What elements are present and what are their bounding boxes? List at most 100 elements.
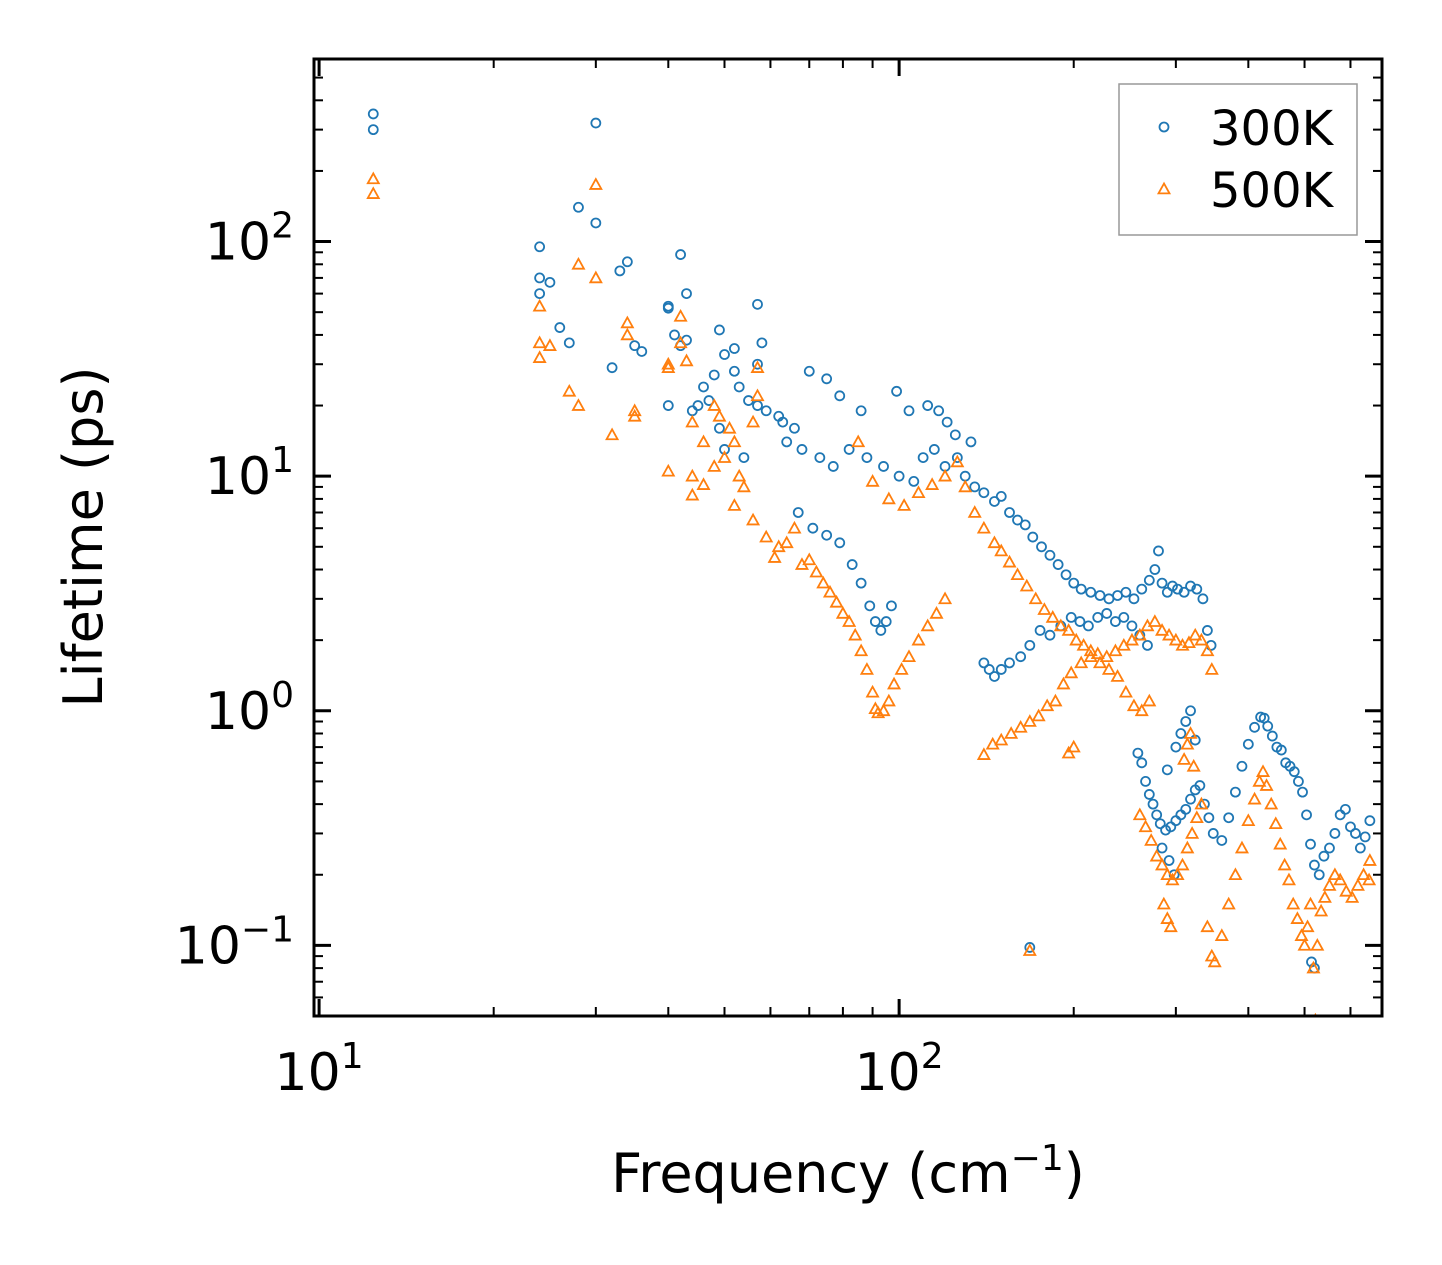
data-point (1163, 855, 1175, 866)
data-point (620, 327, 635, 341)
data-point (821, 373, 833, 385)
data-point (1138, 819, 1153, 833)
data-point (903, 405, 915, 417)
data-point (875, 625, 887, 636)
y-tick-label: 100 (205, 675, 294, 742)
y-tick-label-exponent: 1 (271, 440, 294, 481)
data-point (816, 575, 831, 589)
data-point (835, 606, 850, 619)
data-point (728, 343, 740, 354)
data-point (1230, 786, 1241, 798)
data-point (1288, 766, 1300, 778)
data-point (1180, 716, 1192, 727)
data-point (1044, 629, 1056, 641)
data-point (829, 594, 844, 608)
data-point (1241, 813, 1256, 826)
data-point (1120, 586, 1132, 598)
data-point (1185, 580, 1196, 592)
data-point (1101, 608, 1113, 619)
data-point (1318, 850, 1330, 862)
data-point (366, 186, 381, 199)
data-point (1056, 676, 1071, 690)
data-point (1252, 774, 1267, 787)
data-point (1132, 747, 1144, 759)
data-point (1156, 896, 1171, 910)
data-point (1309, 859, 1320, 871)
data-point (1160, 911, 1175, 924)
data-point (752, 298, 763, 310)
data-point (1194, 796, 1209, 810)
data-point (822, 584, 838, 598)
data-point (1132, 627, 1147, 641)
data-point (1048, 693, 1063, 707)
data-point (673, 335, 688, 349)
y-tick-label-base: 10 (205, 682, 271, 742)
data-point (1052, 559, 1064, 570)
data-point (1083, 649, 1098, 663)
data-point (1185, 826, 1200, 839)
data-point (732, 468, 747, 482)
data-point (1027, 531, 1039, 543)
data-point (1045, 610, 1060, 623)
data-point (1297, 786, 1308, 798)
data-point (1197, 593, 1209, 605)
data-point (1350, 878, 1365, 891)
data-point (777, 416, 789, 428)
y-tick-label-exponent: 2 (271, 206, 294, 247)
data-point (698, 381, 709, 393)
data-point (1064, 665, 1079, 679)
x-tick-label-base: 10 (275, 1043, 341, 1103)
data-point (1140, 775, 1151, 787)
data-point (978, 657, 990, 669)
data-point (1290, 911, 1305, 924)
data-point (1364, 815, 1376, 827)
data-point (1303, 896, 1318, 910)
data-point (928, 444, 940, 455)
data-point (714, 422, 725, 434)
data-point (893, 470, 905, 482)
data-point (911, 632, 926, 646)
data-point (707, 459, 722, 472)
data-point (1188, 627, 1203, 641)
data-point (848, 627, 863, 641)
data-point (922, 400, 934, 411)
data-point (1354, 842, 1366, 854)
data-point (669, 329, 680, 341)
data-point (1075, 583, 1087, 595)
data-point (1155, 623, 1170, 636)
data-point (983, 664, 995, 675)
data-point (1142, 639, 1153, 651)
data-point (809, 564, 824, 578)
data-point (554, 322, 566, 333)
data-point (880, 616, 892, 627)
data-point (1300, 919, 1315, 933)
plot-frame (312, 57, 1384, 1018)
data-point (1201, 625, 1213, 636)
data-point (1207, 828, 1219, 839)
data-point (987, 535, 1002, 549)
y-tick-label-exponent: 0 (271, 675, 294, 716)
data-point (681, 288, 692, 300)
data-point (1147, 798, 1159, 810)
data-point (803, 365, 815, 377)
data-point (929, 606, 944, 619)
data-point (1194, 780, 1206, 791)
data-point (534, 241, 546, 253)
data-point (750, 388, 765, 402)
data-point (894, 662, 909, 675)
data-point (1028, 591, 1043, 605)
data-point (1143, 574, 1155, 586)
data-point (1136, 757, 1148, 769)
data-point (917, 452, 929, 463)
data-point (621, 256, 633, 268)
data-point (1024, 942, 1036, 953)
data-point (1294, 928, 1309, 941)
data-point (938, 468, 953, 482)
data-point (859, 662, 874, 675)
data-point (1180, 840, 1195, 854)
data-point (614, 265, 626, 277)
data-point (1031, 708, 1046, 722)
x-tick-label: 102 (855, 1036, 944, 1103)
data-point (1194, 632, 1209, 646)
